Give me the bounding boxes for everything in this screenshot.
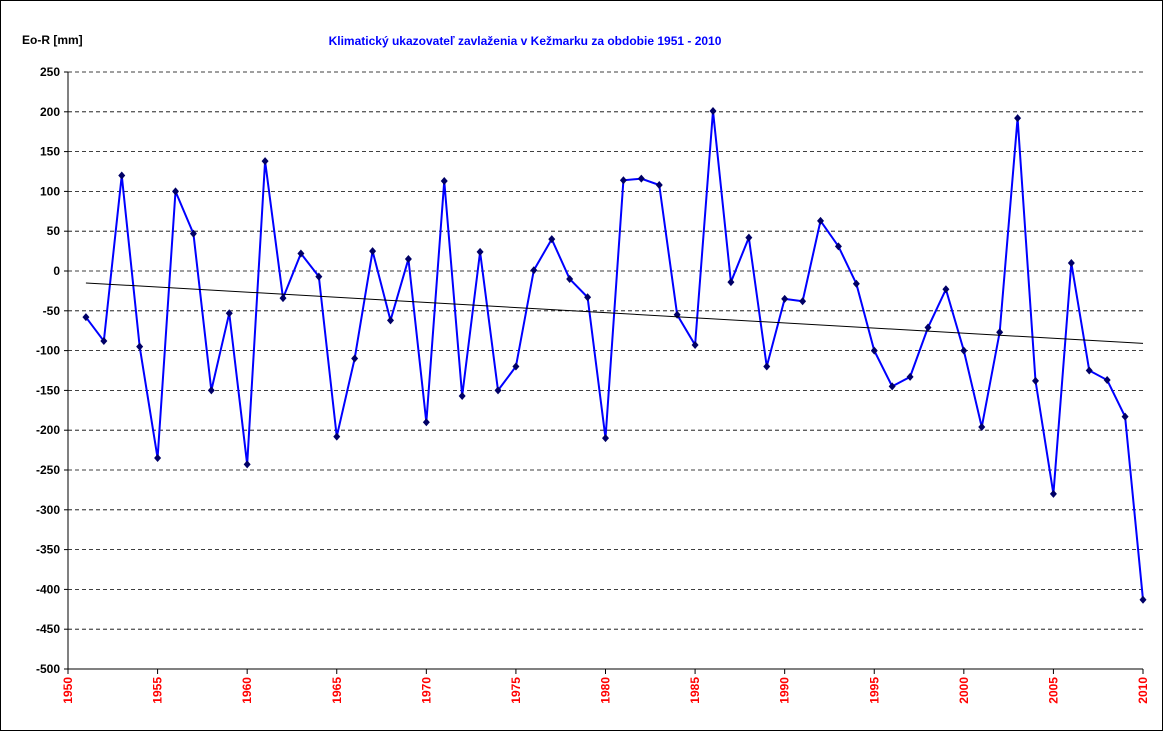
y-tick-label: -300 <box>36 503 60 517</box>
y-tick-label: 200 <box>40 105 60 119</box>
marker <box>387 316 394 325</box>
marker <box>1085 366 1093 375</box>
chart-title: Klimatický ukazovateľ zavlaženia v Kežma… <box>329 34 722 48</box>
x-tick-label: 1995 <box>867 677 881 704</box>
y-tick-label: 150 <box>40 145 60 159</box>
x-tick-label: 1970 <box>419 677 433 704</box>
x-tick-label: 2010 <box>1136 677 1150 704</box>
marker <box>602 434 609 443</box>
marker <box>154 454 162 463</box>
marker <box>1103 376 1111 385</box>
y-axis-label: Eo-R [mm] <box>22 33 83 47</box>
marker <box>225 309 233 318</box>
marker <box>996 328 1004 337</box>
marker <box>548 235 556 244</box>
x-tick-label: 1975 <box>509 677 523 704</box>
y-tick-label: -450 <box>36 622 60 636</box>
marker <box>745 233 753 242</box>
y-tick-label: -100 <box>36 344 60 358</box>
marker <box>243 460 251 469</box>
x-tick-label: 1985 <box>688 677 702 704</box>
x-tick-label: 1960 <box>240 677 254 704</box>
marker <box>261 157 269 166</box>
marker <box>315 272 323 281</box>
marker <box>404 255 412 264</box>
marker <box>709 107 717 116</box>
x-tick-label: 1965 <box>330 677 344 704</box>
y-tick-label: 250 <box>40 65 60 79</box>
marker <box>279 294 287 303</box>
marker <box>852 279 860 288</box>
y-tick-label: 100 <box>40 184 60 198</box>
y-tick-label: -250 <box>36 463 60 477</box>
y-tick-label: -50 <box>43 304 61 318</box>
marker <box>530 266 538 275</box>
marker <box>584 293 592 302</box>
marker <box>691 341 699 350</box>
x-tick-label: 2000 <box>957 677 971 704</box>
marker <box>333 432 341 441</box>
marker <box>924 323 932 332</box>
trend-line <box>85 282 1144 344</box>
marker <box>655 181 663 190</box>
x-tick-label: 1950 <box>61 677 75 704</box>
marker <box>82 313 90 322</box>
marker <box>781 294 789 303</box>
x-tick-label: 1990 <box>778 677 792 704</box>
marker <box>978 423 986 432</box>
marker <box>1049 489 1057 498</box>
x-tick-label: 1980 <box>599 677 613 704</box>
y-tick-label: -150 <box>36 383 60 397</box>
y-tick-label: 50 <box>47 224 61 238</box>
marker <box>118 171 126 180</box>
marker <box>100 337 108 346</box>
marker <box>888 382 896 391</box>
marker <box>1032 376 1039 385</box>
marker <box>1121 412 1129 421</box>
marker <box>351 354 359 363</box>
marker <box>566 274 574 283</box>
marker <box>942 285 950 294</box>
marker <box>172 187 179 196</box>
y-tick-label: 0 <box>53 264 60 278</box>
marker <box>763 362 771 371</box>
marker <box>960 346 968 355</box>
marker <box>1067 259 1075 268</box>
series-line <box>85 110 1144 600</box>
marker <box>799 297 807 306</box>
marker <box>817 216 824 225</box>
marker <box>494 386 502 395</box>
marker <box>834 242 842 251</box>
marker <box>870 346 878 355</box>
y-tick-label: -350 <box>36 543 60 557</box>
marker <box>476 247 484 256</box>
x-tick-label: 2005 <box>1046 677 1060 704</box>
marker <box>207 386 215 395</box>
y-tick-label: -400 <box>36 582 60 596</box>
marker <box>297 249 305 258</box>
y-tick-label: -200 <box>36 423 60 437</box>
marker <box>619 176 627 185</box>
marker <box>512 362 520 371</box>
marker <box>440 177 448 186</box>
y-tick-label: -500 <box>36 662 60 676</box>
marker <box>458 391 466 400</box>
marker <box>369 247 377 256</box>
marker <box>906 372 914 381</box>
marker <box>136 342 144 351</box>
marker <box>1139 595 1147 604</box>
marker <box>727 278 735 287</box>
marker <box>422 418 430 427</box>
marker <box>1014 114 1022 123</box>
marker <box>189 229 197 238</box>
x-tick-label: 1955 <box>151 677 165 704</box>
marker <box>637 174 645 183</box>
